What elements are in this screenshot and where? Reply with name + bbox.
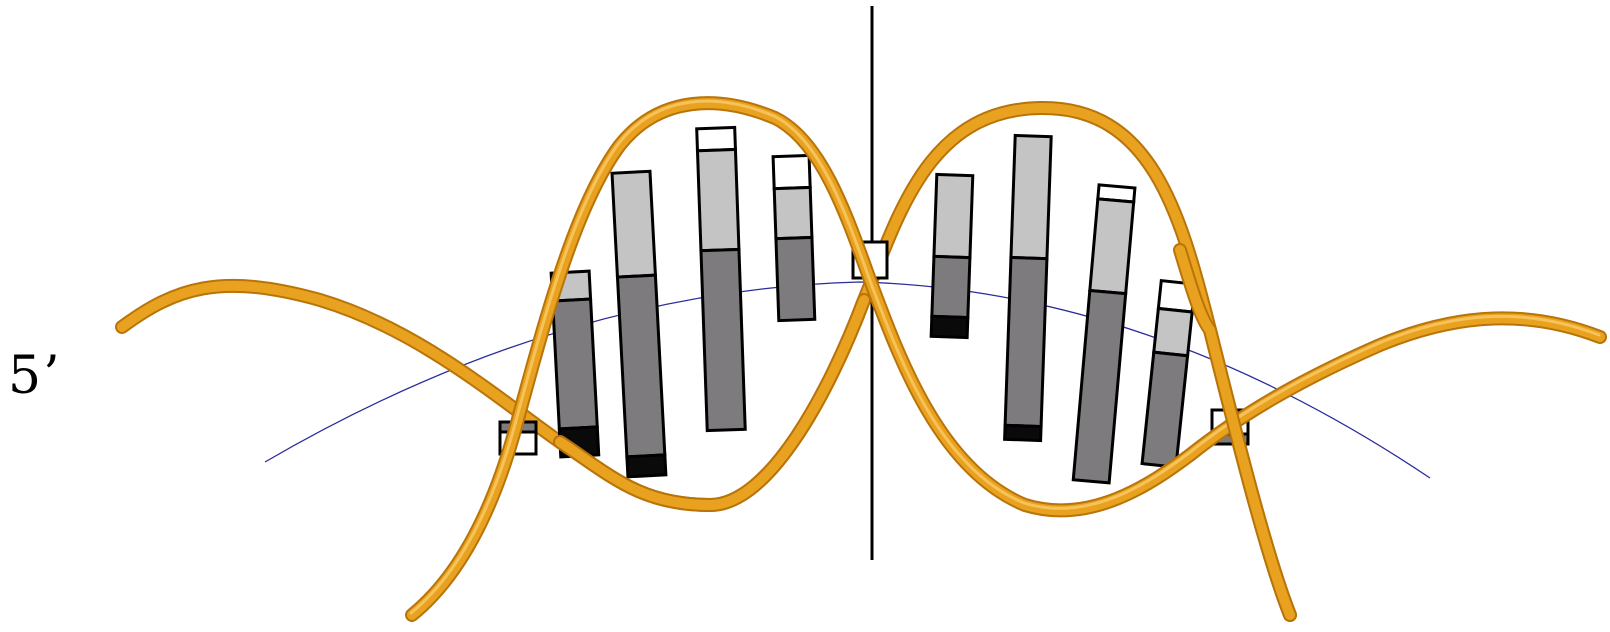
strand-b-front-segment [553, 243, 1297, 622]
base-pair-2 [610, 169, 668, 479]
five-prime-label: 5’ [8, 346, 62, 406]
base-pair-4 [771, 153, 817, 323]
base-pair-7 [1071, 183, 1137, 485]
base-pair-6 [1003, 133, 1053, 443]
base-pair-8 [1140, 278, 1197, 469]
base-pair-3 [695, 125, 747, 433]
helix-axis-curve [264, 281, 1431, 479]
base-pair-5 [929, 172, 975, 340]
strand-a-front [405, 96, 1607, 622]
